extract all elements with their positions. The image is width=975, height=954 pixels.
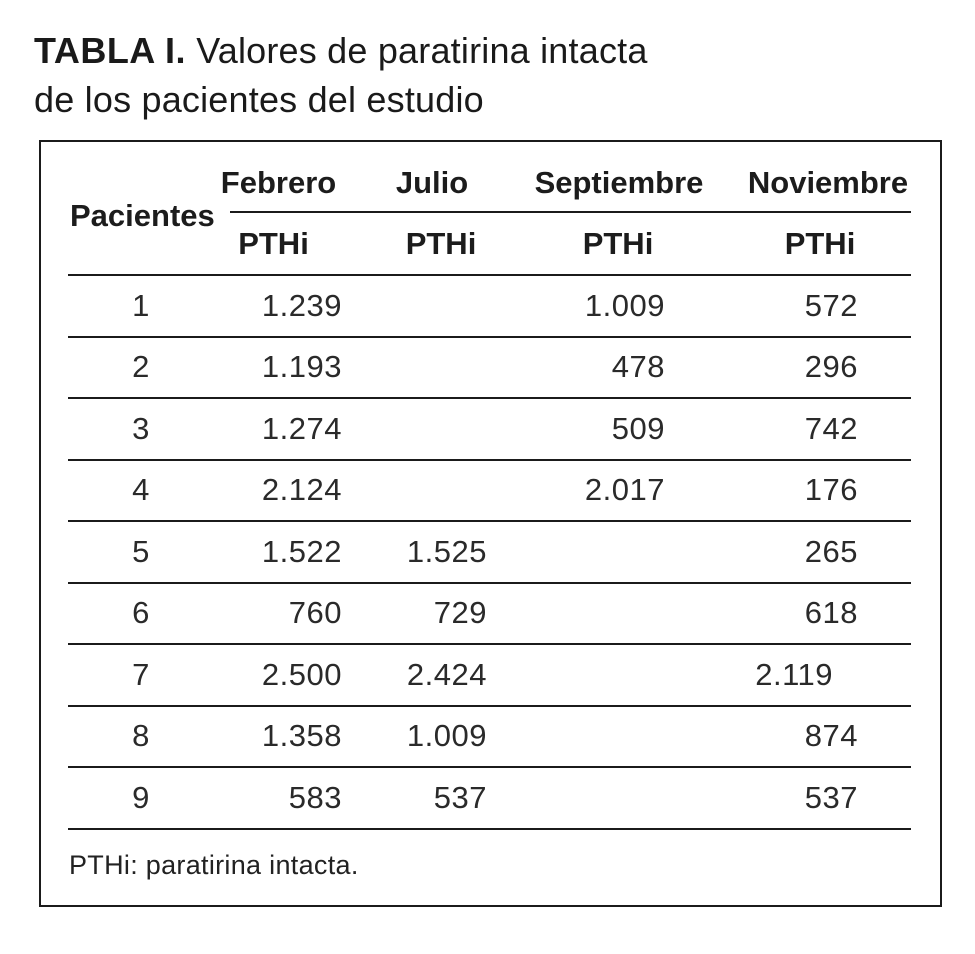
- pthi-julio-cell: 1.525: [361, 521, 507, 584]
- pthi-septiembre-cell: [507, 705, 687, 768]
- header-pthi-row: PTHi PTHi PTHi PTHi: [68, 212, 911, 276]
- pthi-febrero-cell: 760: [230, 582, 361, 645]
- pthi-febrero-cell: 2.124: [230, 459, 361, 522]
- pthi-febrero-cell: 1.274: [230, 398, 361, 461]
- patient-id-cell: 4: [68, 459, 230, 522]
- pthi-febrero-cell: 1.193: [230, 336, 361, 399]
- pthi-julio-cell: [361, 459, 507, 522]
- patient-id-cell: 8: [68, 705, 230, 768]
- pthi-septiembre-cell: 509: [507, 398, 687, 461]
- pthi-julio-cell: [361, 336, 507, 399]
- pthi-table: Pacientes Febrero Julio Septiembre Novie…: [68, 142, 911, 905]
- subheader-pthi-febrero: PTHi: [230, 212, 361, 276]
- footnote-row: PTHi: paratirina intacta.: [68, 829, 911, 905]
- pthi-noviembre-cell: 742: [687, 398, 911, 461]
- pthi-noviembre-cell: 2.119: [687, 644, 911, 707]
- patient-id-cell: 1: [68, 275, 230, 338]
- patient-id-cell: 5: [68, 521, 230, 584]
- patient-id-cell: 9: [68, 767, 230, 830]
- table-row: 6 760 729 618: [68, 582, 911, 645]
- pthi-febrero-cell: 1.358: [230, 705, 361, 768]
- table-row: 4 2.124 2.017 176: [68, 459, 911, 522]
- patient-id-cell: 2: [68, 336, 230, 399]
- pthi-febrero-cell: 1.522: [230, 521, 361, 584]
- column-header-febrero: Febrero: [221, 142, 361, 213]
- pthi-julio-cell: 2.424: [361, 644, 507, 707]
- pthi-septiembre-cell: [507, 767, 687, 830]
- pthi-noviembre-cell: 537: [687, 767, 911, 830]
- patient-id-cell: 7: [68, 644, 230, 707]
- table-number-label: TABLA I.: [34, 30, 186, 71]
- pthi-febrero-cell: 2.500: [230, 644, 361, 707]
- table-footnote: PTHi: paratirina intacta.: [69, 849, 359, 880]
- pthi-septiembre-cell: 1.009: [507, 275, 687, 338]
- pthi-julio-cell: 537: [361, 767, 507, 830]
- pthi-julio-cell: 729: [361, 582, 507, 645]
- patient-id-cell: 6: [68, 582, 230, 645]
- pthi-noviembre-cell: 265: [687, 521, 911, 584]
- pthi-septiembre-cell: [507, 521, 687, 584]
- subheader-pthi-septiembre: PTHi: [507, 212, 687, 276]
- table-row: 3 1.274 509 742: [68, 398, 911, 461]
- pthi-febrero-cell: 1.239: [230, 275, 361, 338]
- pthi-septiembre-cell: 2.017: [507, 459, 687, 522]
- patient-id-cell: 3: [68, 398, 230, 461]
- pthi-julio-cell: [361, 398, 507, 461]
- pthi-noviembre-cell: 572: [687, 275, 911, 338]
- pthi-julio-cell: [361, 275, 507, 338]
- header-months-row: Pacientes Febrero Julio Septiembre Novie…: [68, 142, 911, 276]
- table-caption-part2: de los pacientes del estudio: [34, 79, 484, 120]
- table-title-line1: TABLA I. Valores de paratirina intacta: [34, 26, 794, 75]
- pthi-septiembre-cell: 478: [507, 336, 687, 399]
- subheader-pthi-julio: PTHi: [361, 212, 507, 276]
- table-row: 5 1.522 1.525 265: [68, 521, 911, 584]
- pthi-noviembre-cell: 176: [687, 459, 911, 522]
- column-header-pacientes: Pacientes: [68, 142, 230, 276]
- pthi-noviembre-cell: 618: [687, 582, 911, 645]
- table-row: 9 583 537 537: [68, 767, 911, 830]
- pthi-septiembre-cell: [507, 644, 687, 707]
- table-frame: Pacientes Febrero Julio Septiembre Novie…: [39, 140, 942, 907]
- table-caption-part1: Valores de paratirina intacta: [196, 30, 648, 71]
- table-row: 2 1.193 478 296: [68, 336, 911, 399]
- pthi-febrero-cell: 583: [230, 767, 361, 830]
- pthi-noviembre-cell: 874: [687, 705, 911, 768]
- subheader-pthi-noviembre: PTHi: [687, 212, 911, 276]
- table-title: TABLA I. Valores de paratirina intacta d…: [34, 26, 794, 124]
- pthi-noviembre-cell: 296: [687, 336, 911, 399]
- table-row: 7 2.500 2.424 2.119: [68, 644, 911, 707]
- column-header-septiembre: Septiembre: [507, 142, 703, 213]
- column-header-julio: Julio: [361, 142, 507, 213]
- column-header-noviembre: Noviembre: [687, 142, 911, 213]
- pthi-septiembre-cell: [507, 582, 687, 645]
- table-row: 8 1.358 1.009 874: [68, 705, 911, 768]
- table-row: 1 1.239 1.009 572: [68, 275, 911, 338]
- pthi-julio-cell: 1.009: [361, 705, 507, 768]
